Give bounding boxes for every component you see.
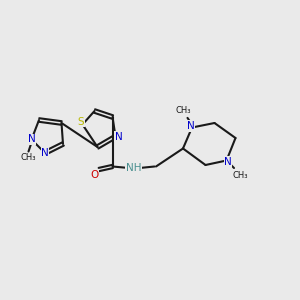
Text: N: N [187,121,194,131]
Text: N: N [224,157,232,167]
Text: CH₃: CH₃ [232,171,248,180]
Text: S: S [78,116,84,127]
Text: N: N [115,131,122,142]
Text: CH₃: CH₃ [21,153,36,162]
Text: N: N [41,148,49,158]
Text: CH₃: CH₃ [175,106,191,115]
Text: NH: NH [126,163,141,173]
Text: N: N [28,134,35,145]
Text: O: O [90,170,99,181]
